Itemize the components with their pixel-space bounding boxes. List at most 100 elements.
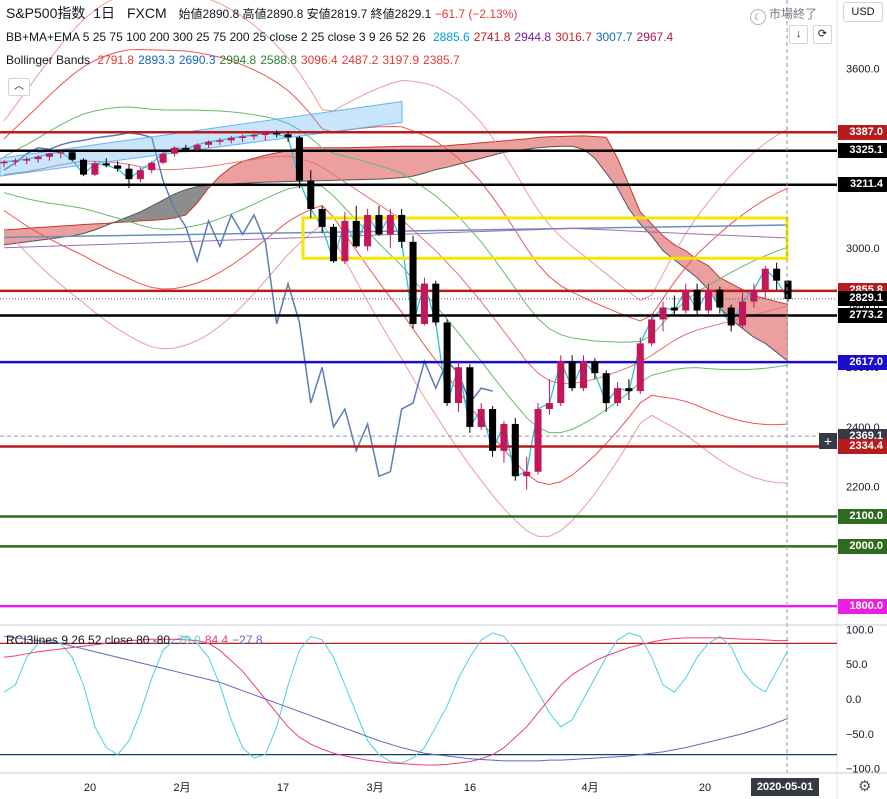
price-level-label[interactable]: 2617.0 <box>838 354 887 370</box>
candle-body <box>420 283 428 324</box>
candle-body <box>114 165 122 169</box>
candle-body <box>750 289 758 302</box>
time-tick-label: 20 <box>699 782 711 794</box>
ma-value: 3016.7 <box>555 30 592 44</box>
price-level-label[interactable]: 3211.4 <box>838 177 887 193</box>
candle-body <box>579 361 588 389</box>
rci-tick-label: −100.0 <box>846 764 880 776</box>
symbol-name[interactable]: S&P500指数 <box>6 5 86 21</box>
bb-legend[interactable]: Bollinger Bands 2791.8 2893.3 2690.3 2994.8… <box>6 53 460 67</box>
ma-300 <box>3 227 789 249</box>
candle-body <box>761 268 769 290</box>
price-level-label[interactable]: 3325.1 <box>838 143 887 159</box>
candle-body <box>375 214 383 235</box>
time-tick-label: 2月 <box>173 782 190 794</box>
candle-body <box>45 153 53 157</box>
candle-body <box>34 156 42 160</box>
candle-body <box>523 471 531 477</box>
candle-body <box>784 280 792 299</box>
rci-value: 70.0 <box>177 633 201 647</box>
price-level-label[interactable]: 2773.2 <box>838 308 887 324</box>
price-level-label[interactable]: 2829.1 <box>838 291 887 307</box>
ma-value: 2741.8 <box>473 30 511 44</box>
price-tick-label: 3600.0 <box>846 64 880 76</box>
interval-label[interactable]: 1日 <box>93 5 116 21</box>
lagging-span <box>3 132 493 478</box>
time-tick-label: 20 <box>84 782 96 794</box>
ma-value: 3007.7 <box>595 30 633 44</box>
candle-body <box>341 220 349 262</box>
refresh-icon[interactable]: ⟳ <box>813 25 832 44</box>
candle-body <box>125 168 133 180</box>
price-level-label[interactable]: 2334.4 <box>838 439 887 455</box>
candle-body <box>466 367 474 427</box>
candle-body <box>68 152 76 160</box>
bb-legend-label: Bollinger Bands <box>6 53 91 67</box>
candle-body <box>364 214 372 247</box>
candle-body <box>148 162 156 171</box>
candle-body <box>239 136 247 138</box>
currency-button[interactable]: USD <box>843 2 883 22</box>
price-level-label[interactable]: 2000.0 <box>838 538 887 554</box>
market-status[interactable]: ☾ 市場終了 <box>750 5 817 25</box>
candle-body <box>648 319 656 344</box>
candle-body <box>170 147 178 154</box>
time-tick-label: 16 <box>464 782 476 794</box>
collapse-legend-icon[interactable]: ︿ <box>8 78 30 96</box>
market-status-label: 市場終了 <box>769 7 818 21</box>
source-label: FXCM <box>126 5 167 21</box>
candle-body <box>250 134 258 137</box>
candle-body <box>682 289 690 311</box>
candle-body <box>23 159 31 161</box>
rci-value: 84.4 <box>204 633 229 647</box>
rci-tick-label: 50.0 <box>846 659 867 671</box>
ichimoku-cloud <box>4 223 107 245</box>
price-level-label[interactable]: 1800.0 <box>838 598 887 614</box>
rci-legend[interactable]: RCI3lines 9 26 52 close 80 -80 70.0 84.4−… <box>6 633 263 647</box>
candle-body <box>716 289 724 308</box>
ichimoku-cloud <box>208 135 789 362</box>
candle-body <box>477 409 485 427</box>
candle-body <box>102 163 110 166</box>
bb-value: 2690.3 <box>178 53 216 67</box>
candle-body <box>295 137 303 181</box>
candle-body <box>704 289 712 311</box>
bb-upper-2 <box>3 49 789 322</box>
candle-body <box>454 367 463 404</box>
candle-body <box>193 144 201 150</box>
rci-line <box>3 632 789 764</box>
arrow-down-icon[interactable]: ↓ <box>789 25 808 44</box>
candle-body <box>636 343 644 392</box>
crosshair-plus-icon[interactable]: + <box>819 433 837 449</box>
gear-icon[interactable]: ⚙ <box>858 778 872 795</box>
candle-body <box>545 403 553 410</box>
candle-body <box>216 140 224 142</box>
bb-lower-2 <box>3 204 789 486</box>
candle-body <box>409 241 417 324</box>
time-tick-label: 4月 <box>581 782 598 794</box>
ichimoku-span-a <box>3 135 789 306</box>
bb-upper-1 <box>3 106 789 343</box>
price-tick-label: 3000.0 <box>846 243 880 255</box>
candle-body <box>0 161 8 164</box>
candle-body <box>557 361 565 404</box>
ma-value: 2944.8 <box>514 30 552 44</box>
candle-body <box>307 180 315 209</box>
candle-body <box>204 141 213 145</box>
price-level-label[interactable]: 2100.0 <box>838 509 887 525</box>
moon-icon: ☾ <box>750 9 766 25</box>
bb-lower-3 <box>3 224 789 537</box>
chart-title: S&P500指数 1日 FXCM 始値2890.8 高値2890.8 安値281… <box>6 3 517 23</box>
candle-body <box>91 163 99 175</box>
time-tick-label: 3月 <box>366 782 383 794</box>
candle-body <box>511 423 519 477</box>
price-level-label[interactable]: 3387.0 <box>838 124 887 140</box>
ma-legend[interactable]: BB+MA+EMA 5 25 75 100 200 300 25 75 200 … <box>6 30 673 44</box>
rci-tick-label: 0.0 <box>846 694 861 706</box>
ma-legend-label: BB+MA+EMA 5 25 75 100 200 300 25 75 200 … <box>6 30 426 44</box>
rci-line <box>3 635 789 762</box>
candle-body <box>318 208 326 227</box>
candle-body <box>80 159 88 175</box>
ema-5 <box>3 132 789 478</box>
